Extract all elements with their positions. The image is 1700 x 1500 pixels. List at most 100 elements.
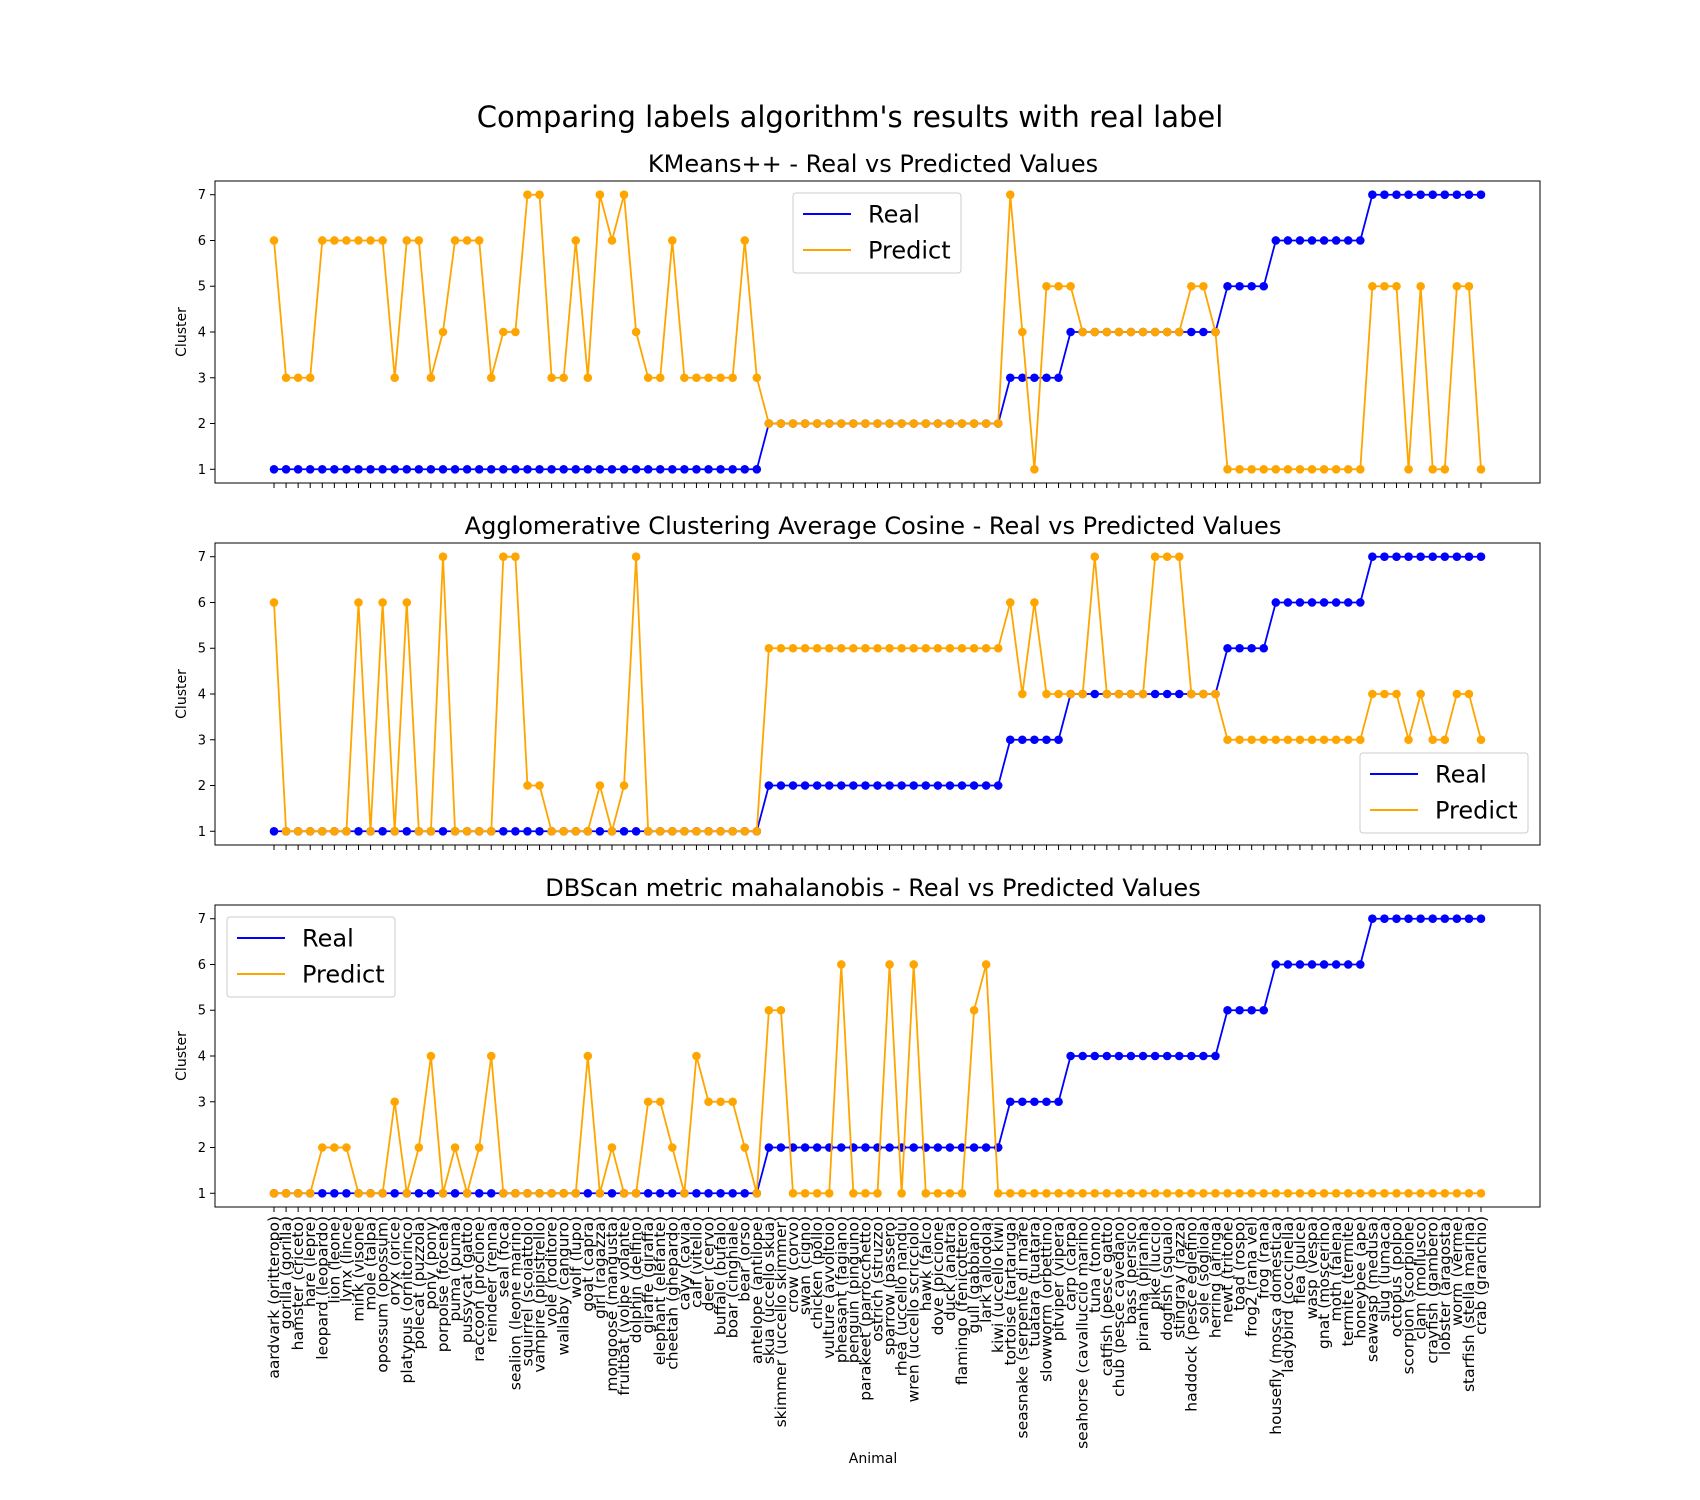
predict-point [305, 1188, 315, 1198]
predict-point [281, 826, 291, 836]
real-point [1295, 960, 1305, 969]
x-tick-label: chicken (pollo) [808, 1216, 826, 1329]
predict-point [836, 643, 846, 653]
predict-point [1295, 464, 1305, 474]
x-tick-label: rhea (uccello nandù) [893, 1216, 911, 1376]
y-tick-label: 7 [198, 912, 206, 927]
predict-point [1428, 464, 1438, 474]
real-point [1271, 236, 1281, 245]
predict-point [776, 643, 786, 653]
x-tick-label: clam (mollusco) [1412, 1216, 1430, 1340]
predict-point [716, 373, 725, 383]
x-tick-label: cavy (cavia) [675, 1216, 693, 1310]
predict-point [619, 1188, 629, 1198]
predict-point [1042, 281, 1051, 291]
predict-point [1295, 735, 1305, 745]
real-point [1090, 689, 1100, 699]
x-tick-label: kiwi (uccello kiwi) [989, 1216, 1007, 1353]
real-point [1259, 1005, 1269, 1015]
predict-point [1126, 689, 1136, 699]
predict-point [1343, 1188, 1353, 1198]
x-tick-label: boar (cinghiale) [724, 1216, 742, 1338]
predict-point [486, 826, 496, 836]
predict-point [1102, 327, 1112, 337]
predict-point [957, 419, 967, 428]
real-point [1283, 960, 1293, 969]
real-point [800, 1143, 810, 1152]
predict-point [1440, 735, 1450, 745]
predict-point [1356, 1188, 1365, 1198]
legend-label: Real [302, 925, 354, 953]
real-point [1018, 1097, 1027, 1107]
real-point [426, 1188, 436, 1198]
predict-point [752, 826, 762, 836]
real-point [957, 781, 967, 790]
real-point [293, 464, 303, 474]
real-point [1452, 190, 1462, 200]
predict-point [897, 419, 906, 428]
predict-point [1331, 1188, 1341, 1198]
real-point [1126, 1051, 1136, 1061]
real-point [1271, 960, 1281, 969]
real-point [1018, 735, 1027, 745]
predict-point [668, 1143, 677, 1152]
predict-point [1187, 689, 1196, 699]
x-tick-label: lobster (aragosta) [1436, 1216, 1454, 1355]
predict-point [1343, 735, 1353, 745]
x-tick-label: vulture (avvoltoio) [820, 1216, 838, 1359]
x-tick-label: lynx (lince) [337, 1216, 355, 1302]
predict-point [680, 826, 689, 836]
real-point [1452, 552, 1462, 562]
predict-point [861, 1188, 870, 1198]
real-point [1259, 643, 1269, 653]
real-point [330, 1188, 339, 1198]
predict-point [607, 826, 617, 836]
x-tick-label: pussycat (gatto) [458, 1216, 476, 1343]
real-point [1283, 598, 1293, 607]
predict-point [462, 826, 472, 836]
predict-point [1211, 327, 1220, 337]
real-point [317, 1188, 327, 1198]
real-point [1187, 327, 1196, 337]
real-point [1392, 552, 1401, 562]
real-point [933, 1143, 943, 1152]
x-tick-label: housefly (mosca domestica) [1267, 1216, 1285, 1435]
predict-point [1428, 1188, 1438, 1198]
predict-point [1416, 689, 1425, 699]
predict-point [812, 643, 822, 653]
real-point [486, 1188, 496, 1198]
real-point [909, 781, 919, 790]
x-tick-label: seasnake (serpente di mare) [1013, 1216, 1031, 1438]
predict-point [945, 419, 955, 428]
predict-line [274, 963, 1481, 1195]
predict-point [1380, 281, 1389, 291]
real-point [849, 781, 858, 790]
predict-point [474, 1143, 484, 1152]
x-tick-label: skimmer (uccello skimmer) [772, 1216, 790, 1427]
real-point [873, 781, 882, 790]
real-point [1404, 914, 1413, 924]
predict-point [317, 236, 327, 245]
y-tick-label: 5 [198, 1004, 206, 1019]
predict-point [680, 1188, 689, 1198]
predict-point [462, 236, 472, 245]
predict-point [1138, 1188, 1148, 1198]
real-point [1018, 373, 1027, 383]
real-point [535, 826, 544, 836]
real-point [1392, 190, 1401, 200]
predict-point [511, 327, 520, 337]
predict-point [957, 1188, 967, 1198]
real-point [1392, 914, 1401, 924]
predict-point [692, 373, 701, 383]
legend: Real Predict [226, 916, 396, 998]
x-tick-label: pike (luccio) [1146, 1216, 1164, 1310]
x-tick-label: duck (anatra) [941, 1216, 959, 1321]
real-point [378, 464, 387, 474]
x-tick-label: swan (cigno) [796, 1216, 814, 1315]
predict-point [330, 236, 339, 245]
predict-point [800, 1188, 810, 1198]
predict-point [740, 826, 750, 836]
x-tick-label: herring (aringa) [1206, 1216, 1224, 1338]
real-point [981, 781, 991, 790]
predict-point [909, 419, 919, 428]
